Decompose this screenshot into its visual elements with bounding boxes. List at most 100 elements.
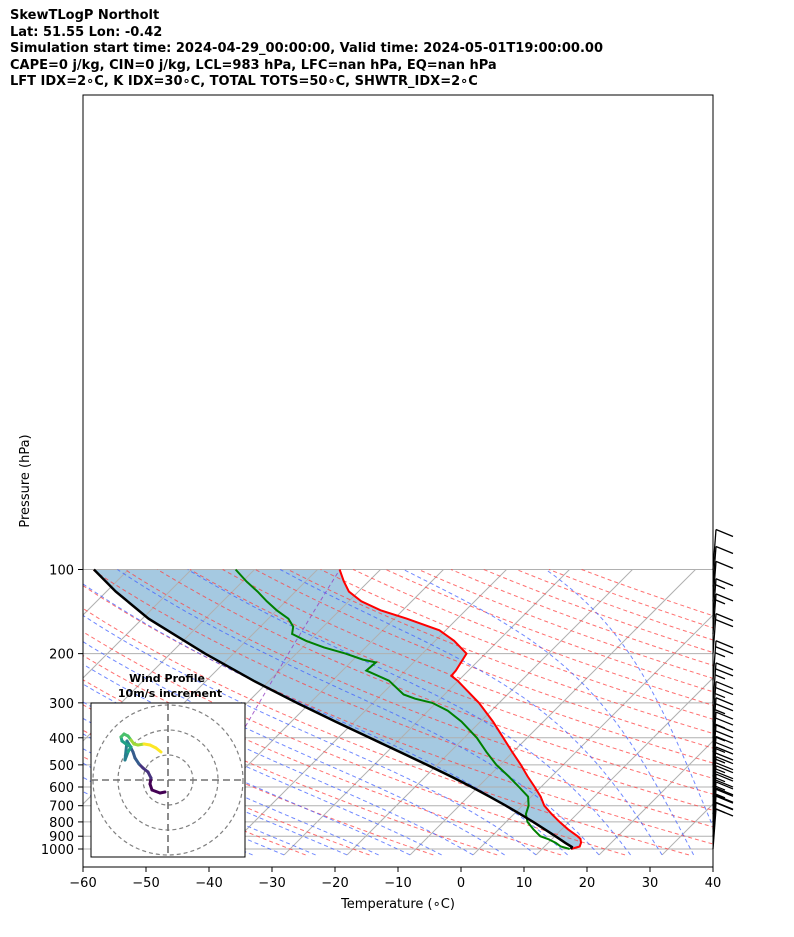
dry-adiabat [516,569,713,641]
isotherm-line [409,569,696,856]
y-tick-label: 400 [49,732,74,747]
barb-half-flag [714,692,726,699]
wind-barb [712,593,734,634]
hodograph-trace-segment [154,746,163,754]
temperature-profile [338,569,583,850]
stability-indices-line: CAPE=0 j/kg, CIN=0 j/kg, LCL=983 hPa, LF… [10,57,497,73]
moist-adiabat [545,569,713,828]
barb-staff [712,613,717,654]
wind-barb [712,735,734,777]
wind-barb [712,697,734,738]
barb-flag [715,730,734,739]
barb-half-flag [714,747,726,754]
barb-half-flag [714,758,726,764]
barb-flag [715,781,734,790]
barb-flag [715,560,734,569]
barb-flag [715,578,734,587]
barb-flag [715,711,734,720]
barb-flag [715,613,734,622]
barb-staff [712,697,717,738]
dry-adiabat [287,569,713,735]
wind-barb [712,545,734,587]
barb-staff [712,546,717,587]
barb-flag [715,794,734,803]
x-tick-label: 0 [457,876,465,891]
dry-adiabat [222,569,713,764]
wind-barb [712,711,734,753]
barb-half-flag [714,736,726,742]
wind-barb [712,560,734,602]
x-tick-label: −10 [384,876,411,891]
moist-adiabat [279,569,663,856]
y-tick-label: 800 [49,816,74,831]
barb-half-flag [715,599,726,605]
barb-staff [712,593,717,634]
dry-adiabat [385,569,713,693]
barb-flag [715,788,734,797]
isotherm-line [661,803,713,856]
isotherm-line [83,569,192,679]
barb-flag [715,680,734,690]
dry-adiabat [91,569,713,828]
y-tick-label: 100 [49,564,74,579]
isotherm-line [788,570,794,855]
dry-adiabat [352,569,713,706]
x-tick-label: −50 [132,876,159,891]
barb-flag [715,756,734,765]
dewpoint-profile [234,568,570,850]
dry-adiabat [83,631,626,856]
x-tick-label: 10 [516,876,533,891]
wind-barb [712,662,734,703]
x-tick-label: 30 [642,876,659,891]
wind-barb [712,746,734,788]
barb-half-flag [714,777,726,783]
moist-adiabat [403,569,695,856]
barb-staff [712,529,717,570]
isotherm-line [0,570,3,855]
barb-flag [715,662,734,671]
barb-flag [715,762,734,771]
x-tick-label: −20 [321,876,348,891]
isotherm-line [283,569,570,856]
y-axis-label: Pressure (hPa) [18,434,33,527]
barb-staff [712,561,717,602]
wind-barb [712,808,734,850]
barb-flag [715,703,734,712]
isotherm-line [535,677,713,856]
y-tick-label: 900 [49,830,74,845]
wind-barbs [712,528,734,850]
barb-flag [715,545,734,555]
barb-half-flag [714,768,726,774]
isotherm-line [472,614,713,856]
thermo-indices-line: LFT IDX=2∘C, K IDX=30∘C, TOTAL TOTS=50∘C… [10,74,478,89]
barb-flag [715,717,734,726]
isotherm-line [725,570,794,855]
barb-half-flag [714,793,726,799]
x-tick-label: −60 [69,876,96,891]
dry-adiabat [124,569,713,811]
barb-flag [715,801,734,810]
dry-adiabat [255,569,713,749]
time-line: Simulation start time: 2024-04-29_00:00:… [10,41,603,56]
wind-barb [712,578,734,619]
location-line: Lat: 51.55 Lon: -0.42 [10,24,163,40]
axis-ticks: −60 −50 −40 −30 −20 −10 0 10 20 30 40 1000900800700… [41,564,721,892]
barb-flag [715,528,734,538]
moist-adiabat [83,614,537,856]
dry-adiabat [83,654,562,856]
hodograph-plot [91,703,245,857]
barb-flag [715,795,734,804]
profile-lines [93,568,583,850]
barb-flag [715,735,734,745]
moist-adiabat [83,683,442,856]
barb-flag [715,779,734,788]
barb-flag [715,741,734,751]
wind-barb [712,765,734,806]
parcel-profile [93,568,574,850]
barb-staff [712,712,717,753]
barb-staff [712,756,717,797]
wind-barb [712,680,734,722]
dry-adiabat [83,607,690,856]
barb-half-flag [714,674,726,680]
